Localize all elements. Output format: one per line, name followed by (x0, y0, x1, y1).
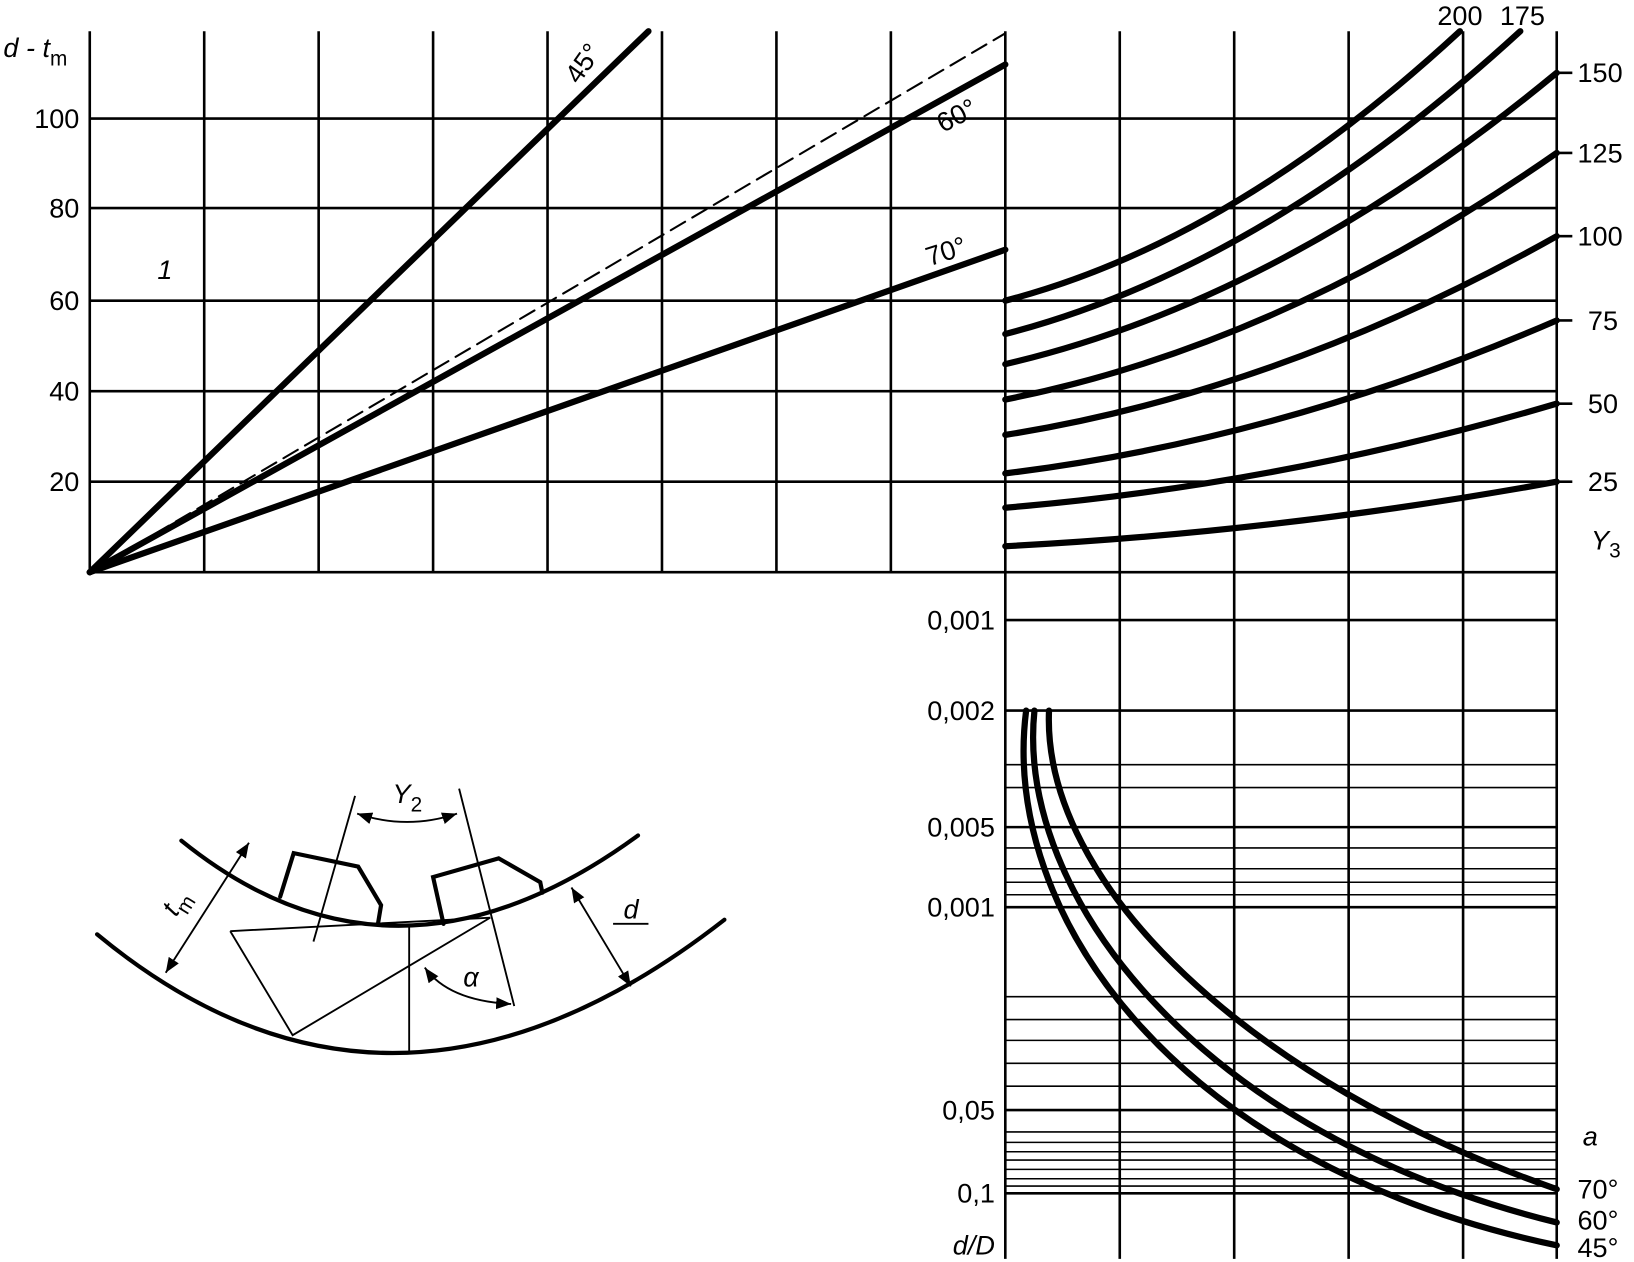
curves (86, 28, 1560, 1249)
sketch (94, 788, 727, 1055)
ratio-tick-label: 0,005 (927, 812, 995, 842)
curve (1030, 707, 1560, 1226)
y-tick-label: 100 (34, 104, 79, 134)
ratio-tick-label: 0,001 (927, 605, 995, 635)
curve (1002, 233, 1560, 439)
ratio-tick-label: 0,002 (927, 696, 995, 726)
y3-tick-label: 125 (1578, 138, 1623, 168)
curve-label: 70° (1578, 1175, 1619, 1205)
ratio-tick-label: 0,05 (942, 1095, 995, 1125)
top-label: 175 (1500, 1, 1545, 31)
curve (1002, 317, 1560, 477)
curve (1002, 478, 1560, 550)
sketch-label: Y2 (393, 779, 423, 816)
curve (1002, 69, 1560, 368)
top-label: 200 (1437, 1, 1482, 31)
grid (88, 31, 1573, 1259)
curve-label: 45° (1578, 1233, 1619, 1262)
curve (86, 246, 1009, 576)
sketch-label: α (463, 962, 480, 992)
curve (1002, 28, 1464, 304)
y-axis-label: d - tm (3, 33, 67, 70)
curve (1002, 400, 1560, 511)
y3-tick-label: 100 (1578, 222, 1623, 252)
y-tick-label: 40 (49, 377, 79, 407)
curve-axis-label: a (1583, 1121, 1598, 1151)
y-tick-label: 80 (49, 193, 79, 223)
sketch-label: d (623, 895, 639, 925)
ratio-tick-label: 0,1 (957, 1179, 995, 1209)
y3-tick-label: 75 (1588, 306, 1618, 336)
curve (86, 28, 652, 576)
curve (1045, 707, 1560, 1193)
curve (86, 61, 1009, 576)
y3-tick-label: 50 (1588, 389, 1618, 419)
curve (1020, 707, 1560, 1249)
ratio-axis-label: d/D (953, 1231, 995, 1261)
y-tick-label: 60 (49, 286, 79, 316)
sketch-label: tm (156, 884, 201, 925)
panel-number: 1 (157, 255, 172, 285)
curve (1002, 149, 1560, 403)
curve-label: 60° (1578, 1206, 1619, 1236)
y3-tick-label: 25 (1588, 467, 1618, 497)
curve (88, 32, 1007, 574)
y-tick-label: 20 (49, 467, 79, 497)
ratio-tick-label: 0,001 (927, 893, 995, 923)
curve (1002, 28, 1524, 338)
y3-axis-label: Y3 (1591, 525, 1621, 562)
y3-tick-label: 150 (1578, 58, 1623, 88)
